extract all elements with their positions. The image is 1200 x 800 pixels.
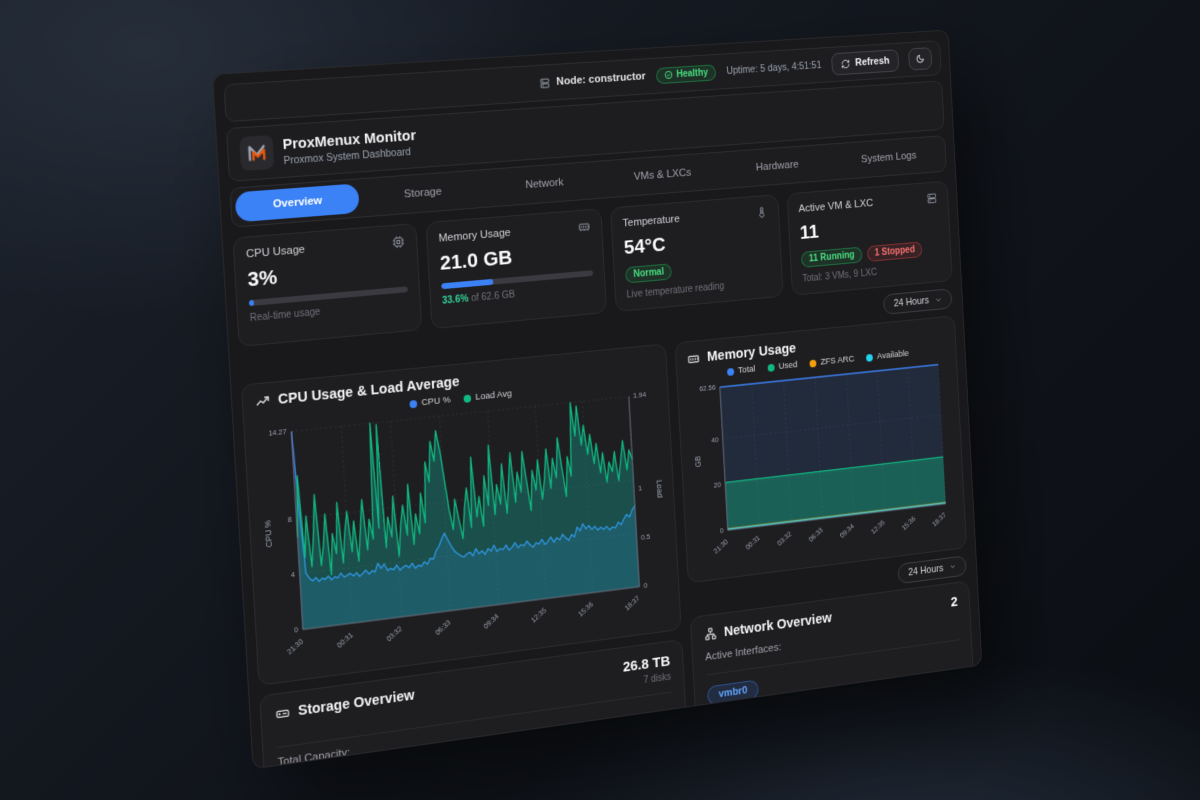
cpu-chart-canvas: 21:30 00:31 03:32 06:33 09:34 12:35 15:36 18:37…	[263, 390, 665, 656]
temperature-card-title: Temperature	[622, 213, 681, 230]
moon-icon	[915, 53, 926, 65]
memory-progress-fill	[441, 278, 494, 290]
app-logo	[239, 135, 275, 172]
svg-text:06:33: 06:33	[434, 618, 453, 637]
svg-text:40: 40	[711, 435, 719, 444]
tab-network[interactable]: Network	[525, 176, 564, 192]
server-stack-icon	[926, 192, 938, 206]
thermometer-icon	[755, 205, 768, 219]
svg-text:18:37: 18:37	[623, 594, 641, 612]
svg-text:0.5: 0.5	[641, 532, 651, 542]
trending-up-icon	[254, 393, 270, 410]
server-icon	[539, 76, 551, 89]
svg-text:0: 0	[294, 626, 299, 635]
svg-text:12:35: 12:35	[529, 606, 547, 625]
active-interface-count: 2	[950, 593, 958, 610]
node-indicator: Node: constructor	[539, 70, 646, 89]
vm-card-title: Active VM & LXC	[798, 197, 874, 215]
svg-text:21:30: 21:30	[285, 637, 305, 656]
temperature-card: Temperature 54°C Normal Live temperature…	[610, 194, 784, 313]
time-range-dropdown[interactable]: 24 Hours	[883, 288, 953, 315]
network-icon	[704, 626, 718, 642]
tab-storage[interactable]: Storage	[403, 185, 443, 201]
svg-text:0: 0	[720, 527, 724, 536]
tab-overview[interactable]: Overview	[234, 183, 360, 223]
memory-value: 21.0 GB	[439, 246, 513, 275]
legend-dot	[409, 399, 418, 408]
memory-chart-canvas: 21:30 00:31 03:32 06:33 09:34 12:35 15:36 18:37…	[693, 355, 956, 555]
storage-title: Storage Overview	[297, 687, 415, 720]
temperature-value: 54°C	[623, 233, 667, 259]
cpu-load-chart-card: CPU Usage & Load Average CPU % Load Avg 2…	[240, 343, 682, 686]
legend-dot	[767, 363, 775, 372]
memory-time-range-value: 24 Hours	[907, 562, 944, 578]
chevron-down-icon	[935, 295, 943, 304]
memory-icon	[687, 351, 701, 366]
temperature-status-badge: Normal	[625, 263, 673, 284]
proxmenux-m-icon	[246, 141, 269, 164]
svg-text:06:33: 06:33	[807, 526, 824, 544]
legend-dot	[726, 367, 734, 376]
memory-chart-card: Memory Usage Total Used ZFS ARC Available 2…	[674, 315, 967, 584]
tab-system-logs[interactable]: System Logs	[860, 150, 917, 166]
svg-text:15:36: 15:36	[900, 514, 917, 532]
memory-card-title: Memory Usage	[438, 227, 511, 245]
cpu-progress-fill	[248, 299, 254, 307]
svg-text:12:35: 12:35	[869, 518, 886, 536]
health-badge: Healthy	[655, 63, 717, 84]
refresh-button[interactable]: Refresh	[831, 49, 900, 76]
svg-text:1.94: 1.94	[633, 390, 646, 400]
dashboard-window: Node: constructor Healthy Uptime: 5 days…	[212, 29, 983, 770]
svg-text:8: 8	[287, 515, 292, 524]
svg-text:09:34: 09:34	[482, 612, 501, 631]
uptime-label: Uptime: 5 days, 4:51:51	[726, 59, 822, 77]
cpu-value: 3%	[246, 265, 278, 292]
node-label: Node: constructor	[556, 70, 646, 88]
refresh-icon	[841, 58, 851, 69]
cpu-card-title: CPU Usage	[245, 243, 306, 261]
cpu-usage-card: CPU Usage 3% Real-time usage	[232, 223, 423, 348]
svg-text:1: 1	[638, 484, 642, 493]
svg-text:15:36: 15:36	[577, 600, 595, 618]
tab-vms-lxcs[interactable]: VMs & LXCs	[633, 167, 692, 183]
svg-text:03:32: 03:32	[776, 530, 793, 548]
cpu-icon	[391, 235, 405, 250]
svg-text:14.27: 14.27	[268, 427, 287, 438]
active-vm-lxc-card: Active VM & LXC 11 11 Running 1 Stopped …	[786, 180, 953, 296]
svg-text:GB: GB	[693, 455, 702, 468]
legend-dot	[463, 393, 472, 403]
svg-text:09:34: 09:34	[838, 522, 855, 540]
vms-running-badge: 11 Running	[800, 246, 863, 268]
svg-text:03:32: 03:32	[385, 624, 404, 643]
memory-icon	[577, 220, 590, 234]
legend-dot	[809, 359, 817, 368]
memory-time-range-dropdown[interactable]: 24 Hours	[897, 555, 967, 584]
svg-text:20: 20	[714, 481, 722, 490]
svg-text:18:37: 18:37	[931, 511, 948, 528]
tab-hardware[interactable]: Hardware	[755, 158, 799, 174]
svg-text:4: 4	[291, 570, 296, 579]
svg-text:Load: Load	[655, 479, 665, 498]
memory-usage-card: Memory Usage 21.0 GB 33.6% of 62.6 GB	[425, 208, 607, 330]
svg-text:CPU %: CPU %	[263, 519, 274, 548]
health-label: Healthy	[676, 67, 709, 80]
vm-count-value: 11	[799, 220, 820, 244]
vms-stopped-badge: 1 Stopped	[866, 241, 923, 262]
legend-dot	[865, 353, 873, 362]
svg-text:62.56: 62.56	[699, 383, 716, 393]
check-circle-icon	[664, 70, 673, 80]
svg-text:00:31: 00:31	[335, 631, 354, 650]
svg-text:21:30: 21:30	[712, 537, 730, 555]
chevron-down-icon	[949, 562, 957, 571]
svg-text:0: 0	[644, 581, 648, 590]
refresh-label: Refresh	[854, 55, 890, 69]
theme-toggle-button[interactable]	[908, 47, 933, 71]
interface-badge[interactable]: vmbr0	[706, 679, 760, 706]
svg-text:00:31: 00:31	[744, 533, 761, 551]
time-range-value: 24 Hours	[893, 294, 930, 310]
hard-drive-icon	[274, 704, 290, 722]
